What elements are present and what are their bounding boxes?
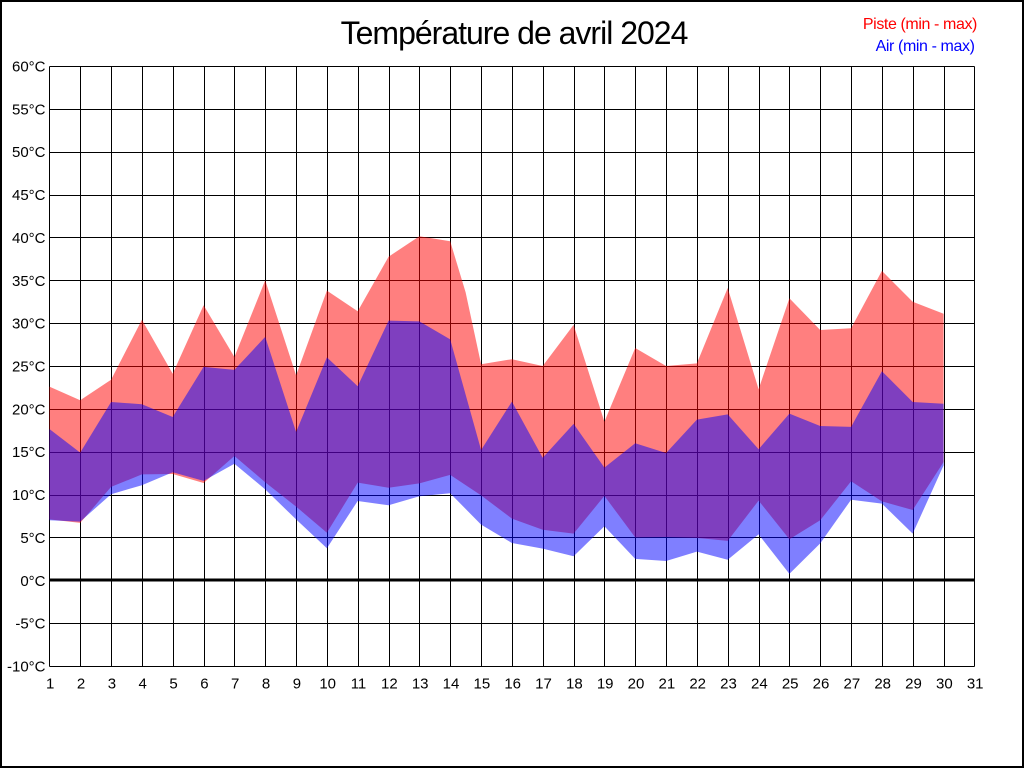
svg-text:55°C: 55°C: [12, 101, 46, 118]
svg-text:30°C: 30°C: [12, 316, 46, 333]
svg-text:Température de avril 2024: Température de avril 2024: [341, 15, 688, 51]
svg-text:60°C: 60°C: [12, 59, 46, 76]
svg-text:10: 10: [319, 676, 336, 693]
svg-text:20°C: 20°C: [12, 401, 46, 418]
svg-text:50°C: 50°C: [12, 144, 46, 161]
svg-text:28: 28: [874, 676, 891, 693]
svg-text:17: 17: [535, 676, 552, 693]
svg-text:2: 2: [77, 676, 85, 693]
svg-text:19: 19: [597, 676, 614, 693]
svg-text:14: 14: [443, 676, 460, 693]
svg-text:26: 26: [813, 676, 830, 693]
svg-text:40°C: 40°C: [12, 230, 46, 247]
svg-text:22: 22: [689, 676, 706, 693]
svg-text:35°C: 35°C: [12, 273, 46, 290]
svg-text:16: 16: [504, 676, 521, 693]
svg-text:-10°C: -10°C: [7, 659, 46, 676]
svg-text:7: 7: [231, 676, 239, 693]
svg-text:Piste (min - max): Piste (min - max): [863, 16, 977, 33]
svg-text:12: 12: [381, 676, 398, 693]
svg-text:6: 6: [200, 676, 208, 693]
svg-text:13: 13: [412, 676, 429, 693]
svg-text:11: 11: [351, 676, 367, 693]
svg-text:4: 4: [139, 676, 147, 693]
svg-text:Air (min - max): Air (min - max): [876, 38, 975, 55]
svg-text:5: 5: [169, 676, 177, 693]
svg-text:0°C: 0°C: [20, 573, 45, 590]
svg-text:8: 8: [262, 676, 270, 693]
svg-text:-5°C: -5°C: [15, 616, 45, 633]
svg-text:25°C: 25°C: [12, 359, 46, 376]
svg-text:29: 29: [905, 676, 922, 693]
svg-text:21: 21: [659, 676, 676, 693]
svg-text:25: 25: [782, 676, 799, 693]
svg-text:10°C: 10°C: [12, 487, 46, 504]
svg-text:23: 23: [720, 676, 737, 693]
svg-text:20: 20: [628, 676, 645, 693]
svg-text:18: 18: [566, 676, 583, 693]
svg-text:5°C: 5°C: [20, 530, 45, 547]
svg-text:24: 24: [751, 676, 768, 693]
svg-text:1: 1: [46, 676, 54, 693]
svg-text:3: 3: [108, 676, 116, 693]
svg-text:31: 31: [967, 676, 984, 693]
svg-text:45°C: 45°C: [12, 187, 46, 204]
svg-text:15°C: 15°C: [12, 444, 46, 461]
svg-text:30: 30: [936, 676, 953, 693]
svg-text:15: 15: [474, 676, 491, 693]
svg-text:27: 27: [844, 676, 861, 693]
svg-text:9: 9: [293, 676, 301, 693]
